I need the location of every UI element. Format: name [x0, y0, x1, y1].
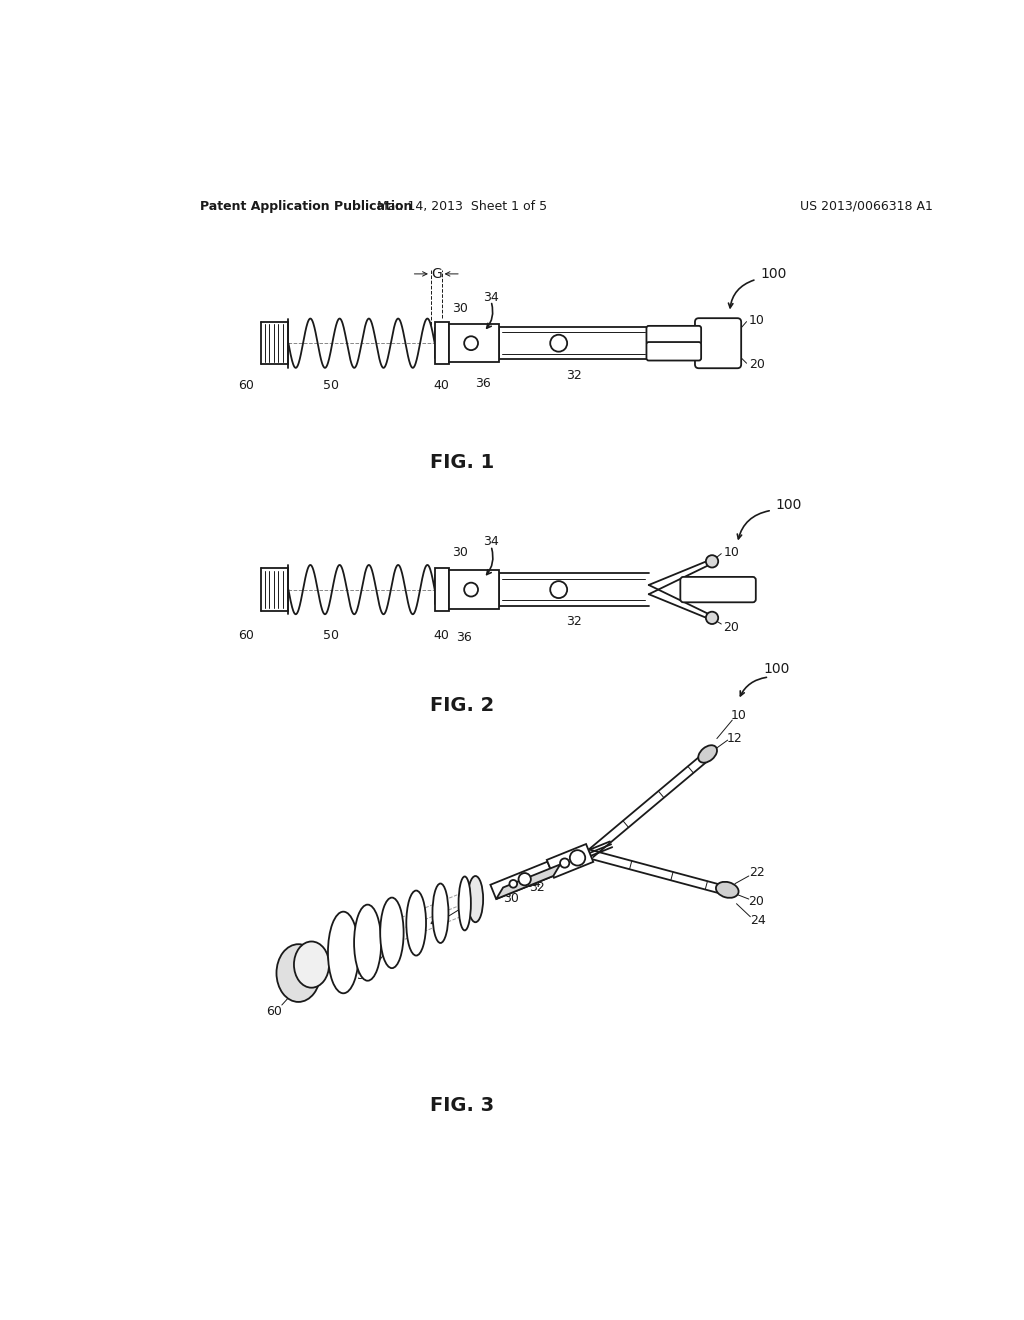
- Text: US 2013/0066318 A1: US 2013/0066318 A1: [801, 199, 933, 213]
- Ellipse shape: [407, 891, 426, 956]
- Text: 60: 60: [266, 1005, 282, 1018]
- Polygon shape: [497, 865, 560, 899]
- Text: 60: 60: [238, 379, 254, 392]
- Bar: [435, 322, 449, 364]
- Text: 100: 100: [776, 498, 802, 512]
- Text: 30: 30: [453, 546, 468, 560]
- Circle shape: [550, 335, 567, 351]
- Text: 30: 30: [503, 892, 519, 906]
- Text: 20: 20: [724, 620, 739, 634]
- Text: 36: 36: [456, 631, 472, 644]
- Text: 100: 100: [764, 663, 791, 676]
- Text: 34: 34: [483, 290, 499, 304]
- Circle shape: [706, 556, 718, 568]
- Text: FIG. 2: FIG. 2: [429, 696, 494, 714]
- Text: 40: 40: [433, 379, 449, 392]
- Ellipse shape: [468, 876, 483, 923]
- Bar: [449, 570, 499, 609]
- Circle shape: [706, 611, 718, 624]
- Ellipse shape: [459, 876, 471, 931]
- Text: 30: 30: [453, 302, 468, 315]
- Text: 20: 20: [749, 358, 765, 371]
- Text: FIG. 3: FIG. 3: [430, 1096, 494, 1115]
- Text: 10: 10: [730, 709, 746, 722]
- Circle shape: [464, 337, 478, 350]
- Text: 50: 50: [323, 630, 339, 643]
- Ellipse shape: [294, 941, 329, 987]
- Circle shape: [560, 858, 569, 867]
- Text: 32: 32: [566, 615, 582, 628]
- Circle shape: [464, 582, 478, 597]
- Ellipse shape: [716, 882, 738, 898]
- Circle shape: [550, 581, 567, 598]
- FancyBboxPatch shape: [646, 326, 701, 345]
- Text: 40: 40: [433, 630, 449, 643]
- Text: 36: 36: [526, 873, 543, 886]
- Text: 10: 10: [724, 545, 739, 558]
- Ellipse shape: [328, 912, 358, 993]
- Text: 10: 10: [749, 314, 765, 326]
- Text: 40: 40: [429, 916, 444, 929]
- Text: 34: 34: [483, 536, 499, 548]
- Text: 32: 32: [566, 370, 582, 381]
- Polygon shape: [547, 843, 593, 878]
- Ellipse shape: [698, 746, 717, 763]
- Text: 24: 24: [751, 915, 766, 927]
- Circle shape: [509, 880, 517, 887]
- Polygon shape: [490, 862, 553, 899]
- Text: 12: 12: [727, 733, 742, 744]
- Text: 32: 32: [528, 880, 545, 894]
- Text: 36: 36: [475, 376, 492, 389]
- Ellipse shape: [432, 883, 449, 942]
- Circle shape: [518, 873, 530, 886]
- Text: 22: 22: [749, 866, 764, 879]
- Text: Mar. 14, 2013  Sheet 1 of 5: Mar. 14, 2013 Sheet 1 of 5: [377, 199, 547, 213]
- Text: 50: 50: [323, 379, 339, 392]
- FancyBboxPatch shape: [646, 342, 701, 360]
- Ellipse shape: [276, 944, 321, 1002]
- Text: 50: 50: [357, 969, 373, 982]
- Text: 100: 100: [761, 267, 786, 281]
- FancyBboxPatch shape: [695, 318, 741, 368]
- Text: 60: 60: [238, 630, 254, 643]
- FancyBboxPatch shape: [680, 577, 756, 602]
- Ellipse shape: [380, 898, 403, 968]
- Text: Patent Application Publication: Patent Application Publication: [200, 199, 413, 213]
- Text: 20: 20: [749, 895, 765, 908]
- Ellipse shape: [354, 904, 381, 981]
- Bar: [435, 569, 449, 611]
- Text: FIG. 1: FIG. 1: [429, 453, 494, 473]
- Text: 34: 34: [525, 876, 541, 890]
- Bar: [449, 323, 499, 363]
- Text: G: G: [431, 267, 441, 281]
- Circle shape: [569, 850, 586, 866]
